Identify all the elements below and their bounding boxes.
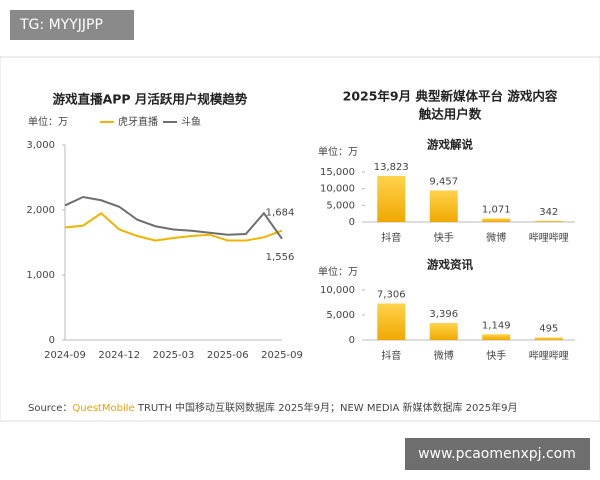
panel-title: 触达用户数 [418,107,482,122]
bar [377,303,406,340]
chart-title: 游戏资讯 [427,258,473,272]
data-label: 1,556 [266,252,295,263]
x-tick-label: 哔哩哔哩 [529,231,569,244]
card [0,56,600,422]
chart-title: 游戏直播APP 月活跃用户规模趋势 [53,92,248,107]
source-brand: QuestMobile [72,403,134,414]
panel-title: 2025年9月 典型新媒体平台 游戏内容 [343,89,558,104]
source-part: TRUTH 中国移动互联网数据库 2025年9月；NEW MEDIA 新媒体数据… [135,401,518,414]
y-tick-label: 0 [49,335,55,346]
bar [429,190,458,222]
data-label: 9,457 [429,176,458,187]
x-tick-label: 快手 [434,231,454,244]
x-tick-label: 哔哩哔哩 [529,349,569,362]
y-tick-label: 10,000 [320,184,355,195]
bar [377,175,406,222]
y-tick-label: 0 [349,335,355,346]
bar [482,334,511,340]
unit-label: 单位：万 [28,115,68,128]
bar [429,323,458,340]
y-tick-label: 0 [349,217,355,228]
watermark: TG: MYYJJPP [19,17,103,33]
source: Source：QuestMobile TRUTH 中国移动互联网数据库 2025… [28,401,517,414]
y-tick-label: 5,000 [326,200,355,211]
x-tick-label: 2025-03 [153,350,195,361]
legend-label: 虎牙直播 [118,115,158,128]
series-line [64,211,283,242]
source-part: Source： [28,403,72,414]
x-tick-label: 抖音 [381,231,401,244]
x-tick-label: 2025-09 [261,350,303,361]
x-tick-label: 2024-12 [98,350,140,361]
y-tick-label: 15,000 [320,167,355,178]
data-label: 495 [539,324,558,335]
data-label: 1,684 [266,208,295,219]
unit-label: 单位：万 [318,145,358,158]
data-label: 3,396 [429,309,458,320]
x-tick-label: 微博 [434,349,454,362]
unit-label: 单位：万 [318,265,358,278]
x-tick-label: 2025-06 [207,350,249,361]
bar [534,337,563,340]
x-tick-label: 2024-09 [44,350,86,361]
legend-label: 斗鱼 [181,115,201,128]
y-tick-label: 10,000 [320,285,355,296]
bar [482,218,511,222]
x-tick-label: 微博 [486,231,506,244]
y-tick-label: 3,000 [26,140,55,151]
y-tick-label: 5,000 [326,310,355,321]
series-line [64,195,283,240]
watermark-box [10,10,134,40]
website-box [405,438,590,470]
website: www.pcaomenxpj.com [418,446,576,462]
data-label: 7,306 [377,289,406,300]
chart-title: 游戏解说 [427,138,473,152]
x-tick-label: 快手 [486,349,506,362]
bar [534,220,563,222]
y-tick-label: 1,000 [26,270,55,281]
data-label: 1,071 [482,204,511,215]
data-label: 1,149 [482,320,511,331]
data-label: 13,823 [374,162,409,173]
y-tick-label: 2,000 [26,205,55,216]
x-tick-label: 抖音 [381,349,401,362]
data-label: 342 [539,207,558,218]
